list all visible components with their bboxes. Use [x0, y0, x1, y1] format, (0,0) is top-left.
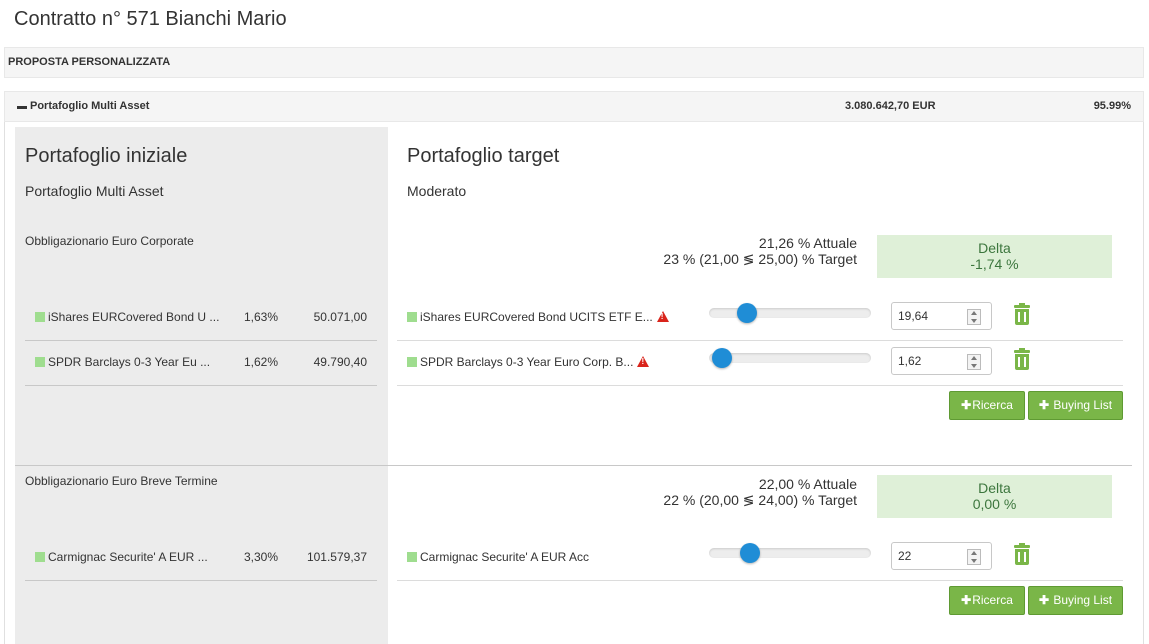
content-frame — [4, 122, 1144, 644]
allocation-summary: 21,26 % Attuale 23 % (21,00 ≶ 25,00) % T… — [560, 235, 857, 267]
spinner-arrows-icon[interactable] — [967, 309, 981, 325]
slider-handle[interactable] — [711, 348, 732, 368]
portfolio-pct: 95.99% — [1093, 100, 1131, 112]
collapse-minus-icon[interactable] — [17, 106, 27, 109]
instrument-color-marker — [407, 357, 417, 367]
allocation-target: 22 % (20,00 ≶ 24,00) % Target — [663, 492, 857, 508]
portfolio-header[interactable]: Portafoglio Multi Asset 3.080.642,70 EUR… — [4, 91, 1144, 122]
buying-list-label: Buying List — [1053, 593, 1113, 607]
row-divider — [397, 340, 1123, 341]
portfolio-value: 3.080.642,70 EUR — [845, 100, 936, 112]
target-instrument-row: SPDR Barclays 0-3 Year Euro Corp. B... — [397, 342, 1123, 386]
initial-instrument-row: Carmignac Securite' A EUR ... 3,30% 101.… — [25, 537, 377, 581]
instrument-name[interactable]: SPDR Barclays 0-3 Year Euro Corp. B... — [420, 355, 634, 369]
delta-value: -1,74 % — [970, 256, 1019, 272]
instrument-name: Carmignac Securite' A EUR ... — [48, 550, 208, 564]
instrument-name[interactable]: iShares EURCovered Bond UCITS ETF E... — [420, 310, 653, 324]
instrument-pct: 1,63% — [244, 310, 279, 324]
instrument-pct: 3,30% — [244, 550, 279, 564]
instrument-pct: 1,62% — [244, 355, 279, 369]
instrument-color-marker — [35, 312, 45, 322]
slider-handle[interactable] — [737, 303, 758, 323]
target-portfolio-heading: Portafoglio target — [407, 145, 560, 167]
initial-instrument-row: SPDR Barclays 0-3 Year Eu ... 1,62% 49.7… — [25, 342, 377, 386]
allocation-summary: 22,00 % Attuale 22 % (20,00 ≶ 24,00) % T… — [560, 476, 857, 508]
instrument-color-marker — [35, 552, 45, 562]
spinner-arrows-icon[interactable] — [967, 354, 981, 370]
initial-portfolio-heading: Portafoglio iniziale — [25, 145, 188, 167]
instrument-name: SPDR Barclays 0-3 Year Eu ... — [48, 355, 211, 369]
instrument-color-marker — [407, 552, 417, 562]
delta-box: Delta -1,74 % — [877, 235, 1112, 278]
delta-label: Delta — [978, 240, 1011, 256]
target-instrument-row: iShares EURCovered Bond UCITS ETF E... — [397, 297, 1123, 341]
row-divider — [25, 580, 377, 581]
target-instrument-row: Carmignac Securite' A EUR Acc — [397, 537, 1123, 581]
allocation-actual: 21,26 % Attuale — [758, 235, 857, 251]
instrument-amount: 49.790,40 — [313, 355, 367, 369]
row-divider — [25, 340, 377, 341]
weight-input-box[interactable] — [891, 347, 992, 375]
delta-value: 0,00 % — [972, 496, 1017, 512]
delta-box: Delta 0,00 % — [877, 475, 1112, 518]
trash-icon[interactable] — [1014, 348, 1030, 370]
buying-list-label: Buying List — [1053, 398, 1113, 412]
buying-list-button[interactable]: ✚ Buying List — [1028, 586, 1123, 615]
category-name: Obbligazionario Euro Corporate — [25, 234, 194, 248]
proposal-label: PROPOSTA PERSONALIZZATA — [8, 56, 171, 68]
trash-icon[interactable] — [1014, 303, 1030, 325]
row-divider — [397, 385, 1123, 386]
weight-input-box[interactable] — [891, 542, 992, 570]
weight-slider[interactable] — [709, 303, 871, 323]
weight-slider[interactable] — [709, 348, 871, 368]
instrument-name[interactable]: Carmignac Securite' A EUR Acc — [420, 550, 590, 564]
warning-icon[interactable] — [637, 356, 650, 367]
ricerca-button[interactable]: ✚Ricerca — [949, 586, 1025, 615]
plus-icon: ✚ — [961, 593, 972, 607]
ricerca-label: Ricerca — [972, 398, 1013, 412]
instrument-amount: 50.071,00 — [313, 310, 367, 324]
proposal-header: PROPOSTA PERSONALIZZATA — [4, 47, 1144, 78]
instrument-name: iShares EURCovered Bond U ... — [48, 310, 220, 324]
spinner-arrows-icon[interactable] — [967, 549, 981, 565]
instrument-color-marker — [35, 357, 45, 367]
instrument-name-with-warning[interactable]: SPDR Barclays 0-3 Year Euro Corp. B... — [420, 355, 650, 369]
portfolio-name: Portafoglio Multi Asset — [30, 100, 150, 112]
initial-portfolio-name: Portafoglio Multi Asset — [25, 183, 164, 199]
target-portfolio-profile: Moderato — [407, 183, 467, 199]
instrument-color-marker — [407, 312, 417, 322]
weight-slider[interactable] — [709, 543, 871, 563]
plus-icon: ✚ — [961, 398, 972, 412]
instrument-name-with-warning[interactable]: iShares EURCovered Bond UCITS ETF E... — [420, 310, 669, 324]
trash-icon[interactable] — [1014, 543, 1030, 565]
plus-icon: ✚ — [1038, 398, 1049, 412]
weight-input-box[interactable] — [891, 302, 992, 330]
allocation-actual: 22,00 % Attuale — [758, 476, 857, 492]
page-title: Contratto n° 571 Bianchi Mario — [14, 8, 287, 30]
slider-handle[interactable] — [740, 543, 761, 563]
instrument-amount: 101.579,37 — [306, 550, 367, 564]
weight-input[interactable] — [898, 353, 968, 369]
initial-instrument-row: iShares EURCovered Bond U ... 1,63% 50.0… — [25, 297, 377, 341]
section-divider — [15, 465, 1132, 466]
plus-icon: ✚ — [1038, 593, 1049, 607]
row-divider — [397, 580, 1123, 581]
weight-input[interactable] — [898, 548, 968, 564]
ricerca-label: Ricerca — [972, 593, 1013, 607]
weight-input[interactable] — [898, 308, 968, 324]
category-name: Obbligazionario Euro Breve Termine — [25, 474, 218, 488]
row-divider — [25, 385, 377, 386]
buying-list-button[interactable]: ✚ Buying List — [1028, 391, 1123, 420]
ricerca-button[interactable]: ✚Ricerca — [949, 391, 1025, 420]
warning-icon[interactable] — [656, 311, 669, 322]
delta-label: Delta — [978, 480, 1011, 496]
allocation-target: 23 % (21,00 ≶ 25,00) % Target — [663, 251, 857, 267]
